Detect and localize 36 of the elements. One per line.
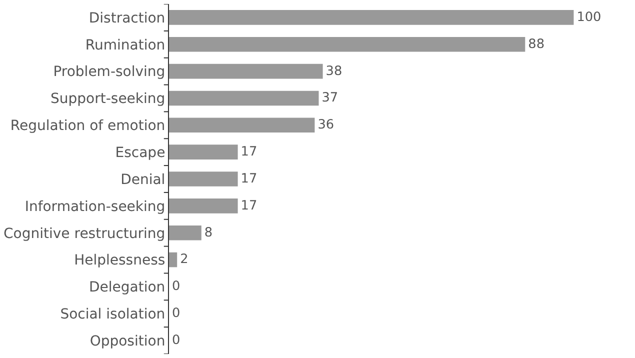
y-tick-label: Delegation: [89, 280, 166, 296]
y-tick-label: Support-seeking: [50, 91, 166, 108]
bar: [169, 172, 238, 186]
data-label: 0: [172, 332, 180, 348]
y-tick-label: Regulation of emotion: [10, 118, 166, 134]
y-tick-label: Opposition: [90, 333, 166, 350]
data-label: 38: [326, 64, 342, 79]
data-label: 0: [172, 306, 180, 322]
bar: [169, 10, 574, 25]
bar: [169, 198, 238, 214]
data-label: 2: [180, 252, 188, 268]
data-label: 0: [172, 279, 180, 294]
y-tick-label: Distraction: [88, 10, 166, 26]
y-tick-label: Denial: [120, 172, 166, 188]
bar: [169, 64, 323, 79]
bar: [169, 36, 526, 52]
bar: [169, 252, 178, 268]
bar: [169, 118, 315, 133]
y-tick-label: Cognitive restructuring: [4, 226, 166, 242]
bar: [169, 90, 319, 106]
y-tick-label: Social isolation: [60, 306, 166, 323]
bar: [169, 144, 238, 160]
data-label: 17: [240, 198, 258, 214]
y-tick-label: Helplessness: [74, 252, 166, 269]
data-label: 36: [318, 118, 334, 133]
bar: [169, 225, 202, 240]
y-tick-label: Rumination: [85, 37, 166, 54]
y-tick-label: Escape: [115, 144, 166, 161]
data-label: 8: [204, 225, 213, 240]
data-label: 17: [240, 171, 258, 186]
data-label: 88: [528, 36, 544, 52]
y-tick-label: Problem-solving: [53, 64, 166, 80]
data-label: 37: [322, 90, 338, 106]
data-label: 100: [576, 10, 602, 25]
data-label: 17: [240, 144, 258, 160]
y-tick-label: Information-seeking: [24, 198, 166, 215]
